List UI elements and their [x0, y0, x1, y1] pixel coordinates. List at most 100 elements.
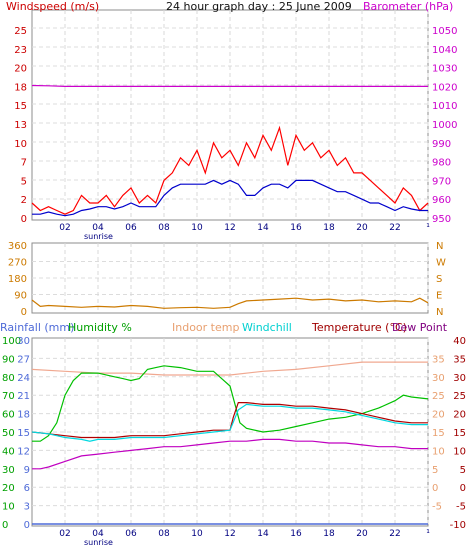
temperature-tick: 5 — [460, 465, 466, 476]
temperature-tick: 0 — [460, 483, 466, 494]
x-tick: 16 — [290, 223, 302, 233]
rain-tick: 9 — [24, 465, 30, 476]
compass-label: W — [436, 258, 446, 269]
rain-tick: 0 — [24, 520, 30, 531]
x-tick: 22 — [389, 223, 400, 233]
wind-ticks: 0257101315182023259509609709809901000101… — [14, 26, 457, 233]
x-tick: 04 — [92, 223, 104, 233]
windspeed-tick: 25 — [14, 26, 27, 37]
temperature-tick: 25 — [453, 391, 466, 402]
barometer-tick: 1030 — [432, 64, 457, 75]
temperature-tick: 35 — [453, 354, 466, 365]
temperature-panel: 0102030405060708090100036912151821242730… — [0, 321, 466, 547]
rain-tick: 30 — [17, 336, 30, 347]
compass-label: S — [436, 274, 442, 285]
wind-direction-line — [31, 297, 429, 309]
legend-item: Humidity % — [68, 321, 132, 334]
x-tick-bottom: 04 — [92, 529, 104, 539]
barometer-tick: 950 — [432, 214, 451, 225]
humidity-line — [32, 365, 429, 442]
sunrise-label: sunrise — [84, 232, 113, 241]
average-line — [32, 179, 428, 217]
barometer-tick: 990 — [432, 139, 451, 150]
indoor-temp-tick: 5 — [432, 465, 438, 476]
compass-label: N — [436, 241, 443, 252]
windspeed-tick: 5 — [21, 176, 27, 187]
indoor-temp-tick: 25 — [432, 391, 445, 402]
x-tick-bottom: 12 — [224, 529, 235, 539]
indoor-temp-tick: 20 — [432, 410, 445, 421]
direction-series — [31, 297, 429, 309]
barometer-tick: 980 — [432, 158, 451, 169]
wind-barometer-panel: 0257101315182023259509609709809901000101… — [6, 0, 457, 241]
rain-tick: 21 — [17, 391, 30, 402]
barometer-tick: 1010 — [432, 101, 457, 112]
barometer-tick: 1040 — [432, 45, 457, 56]
x-tick-bottom: 22 — [389, 529, 400, 539]
humidity-tick: 40 — [2, 446, 15, 457]
temperature-tick: 15 — [453, 428, 466, 439]
rain-tick: 24 — [17, 373, 30, 384]
indoor-temp-tick: 10 — [432, 446, 445, 457]
x-tick: 18 — [323, 223, 335, 233]
x-tick-bottom: 10 — [191, 529, 203, 539]
legend-item: Temperature (°C) — [311, 321, 407, 334]
direction-tick: 90 — [14, 291, 27, 302]
humidity-tick: 100 — [2, 336, 21, 347]
windchill-line — [31, 403, 428, 442]
indoor-temp-tick: -5 — [432, 502, 442, 513]
x-tick: ¹ — [426, 223, 430, 233]
direction-tick: 0 — [21, 307, 27, 318]
temperature-grid — [32, 338, 429, 526]
temperature-tick: 40 — [453, 336, 466, 347]
humidity-tick: 80 — [2, 373, 15, 384]
humidity-tick: 10 — [2, 502, 15, 513]
rain-tick: 12 — [17, 446, 30, 457]
x-tick-bottom: 14 — [257, 529, 269, 539]
legend-item: Rainfall (mm) — [0, 321, 74, 334]
windspeed-tick: 10 — [14, 139, 27, 150]
rain-tick: 27 — [17, 354, 30, 365]
barometer-tick: 1020 — [432, 82, 457, 93]
barometer-tick: 960 — [432, 195, 451, 206]
humidity-tick: 50 — [2, 428, 15, 439]
windspeed-tick: 0 — [21, 214, 27, 225]
compass-label: E — [436, 291, 442, 302]
temperature-tick: -10 — [450, 520, 466, 531]
barometer-line — [31, 84, 428, 88]
gust-line — [31, 125, 429, 215]
x-tick: 02 — [59, 223, 70, 233]
barometer-axis-label: Barometer (hPa) — [363, 0, 453, 13]
indoor-temp-tick: 30 — [432, 373, 445, 384]
compass-label: N — [436, 307, 443, 318]
x-tick: 20 — [356, 223, 368, 233]
legend-item: Dew Point — [392, 321, 448, 334]
windspeed-tick: 13 — [14, 120, 27, 131]
windspeed-axis-label: Windspeed (m/s) — [6, 0, 99, 13]
x-tick: 14 — [257, 223, 269, 233]
windspeed-tick: 15 — [14, 101, 27, 112]
temperature-line — [31, 402, 428, 439]
wind-grid — [32, 10, 429, 220]
direction-tick: 360 — [8, 241, 27, 252]
barometer-tick: 1050 — [432, 26, 457, 37]
humidity-tick: 20 — [2, 483, 15, 494]
rain-tick: 15 — [17, 428, 30, 439]
barometer-tick: 970 — [432, 176, 451, 187]
indoor-temp-tick: 15 — [432, 428, 445, 439]
legend-item: Windchill — [242, 321, 292, 334]
x-tick: 12 — [224, 223, 235, 233]
x-tick: 08 — [158, 223, 170, 233]
humidity-tick: 90 — [2, 354, 15, 365]
chart-title: 24 hour graph day : 25 June 2009 — [166, 0, 352, 13]
x-tick-bottom: 06 — [125, 529, 137, 539]
direction-tick: 180 — [8, 274, 27, 285]
temperature-legend: Rainfall (mm)Humidity % Indoor temp Windch… — [0, 321, 448, 334]
x-tick-bottom: 02 — [59, 529, 70, 539]
direction-tick: 270 — [8, 258, 27, 269]
temperature-tick: 10 — [453, 446, 466, 457]
windspeed-tick: 23 — [14, 45, 27, 56]
direction-grid — [32, 243, 429, 313]
